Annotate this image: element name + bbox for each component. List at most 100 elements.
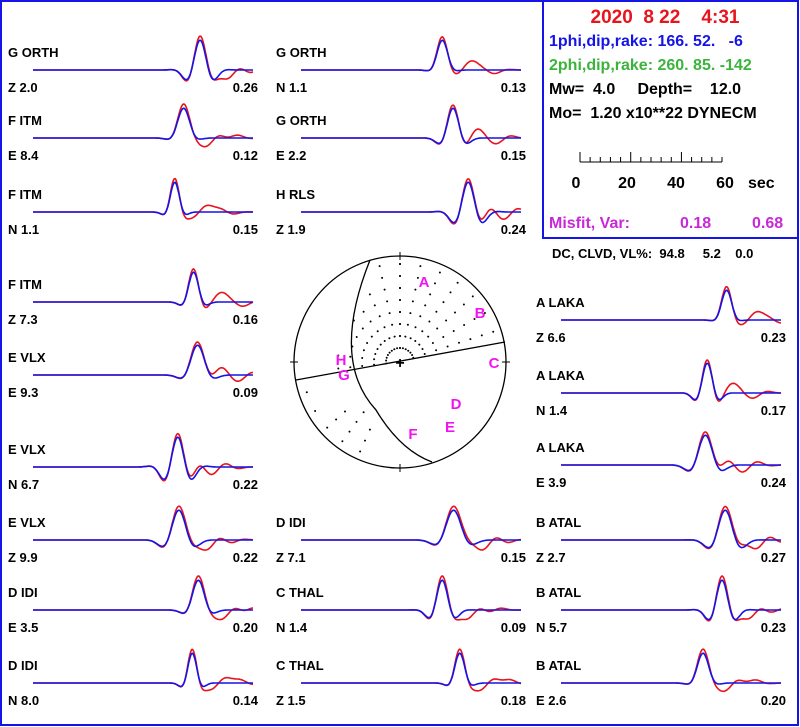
compression-dot <box>376 330 379 333</box>
compression-dot <box>341 440 344 443</box>
trace-amplitude: 0.26 <box>233 80 258 95</box>
nodal-plane-2 <box>295 341 506 381</box>
compression-dot <box>424 304 427 307</box>
station-letter-a: A <box>419 274 430 291</box>
synthetic-waveform <box>561 434 781 472</box>
synthetic-waveform <box>33 436 253 481</box>
compression-dot <box>404 348 407 351</box>
time-scale-ticks <box>579 152 723 162</box>
compression-dot <box>381 276 384 279</box>
station-letter-c: C <box>489 355 500 372</box>
compression-dot <box>388 351 391 354</box>
compression-dot <box>438 271 441 274</box>
compression-dot <box>411 354 414 356</box>
synthetic-waveform <box>33 344 253 379</box>
compression-dot <box>366 342 369 344</box>
trace-component-shift: E 9.3 <box>8 385 38 400</box>
compression-dot <box>370 335 373 338</box>
station-letter-e: E <box>445 419 455 436</box>
trace-idi-n: D IDI N 8.0 0.14 <box>8 648 259 708</box>
trace-component-shift: Z 2.7 <box>536 550 566 565</box>
compression-dot <box>423 353 426 355</box>
observed-waveform <box>301 648 522 692</box>
trace-amplitude: 0.15 <box>501 550 526 565</box>
trace-orth-z: G ORTH Z 2.0 0.26 <box>8 35 258 95</box>
plane2-params: 2phi,dip,rake: 260. 85. -142 <box>549 57 752 74</box>
compression-dot <box>442 301 445 304</box>
variance-value: 0.68 <box>752 215 783 232</box>
compression-dot <box>406 323 409 326</box>
compression-dot <box>414 288 417 291</box>
observed-waveform <box>33 177 253 220</box>
compression-dot <box>386 354 389 356</box>
trace-station-label: G ORTH <box>8 45 59 60</box>
compression-dot <box>483 312 486 314</box>
compression-dot <box>456 281 459 284</box>
compression-dot <box>435 349 438 352</box>
compression-dot <box>359 450 362 453</box>
synthetic-waveform <box>33 271 253 306</box>
observed-waveform <box>301 575 521 621</box>
compression-dot <box>349 355 352 358</box>
trace-component-shift: Z 6.6 <box>536 330 566 345</box>
compression-dot <box>374 353 377 355</box>
trace-idi-z: D IDI Z 7.1 0.15 <box>276 505 526 565</box>
compression-dot <box>383 340 386 342</box>
trace-amplitude: 0.23 <box>761 620 786 635</box>
compression-dot <box>414 340 417 342</box>
trace-itm-e: F ITM E 8.4 0.12 <box>8 103 258 163</box>
trace-amplitude: 0.27 <box>761 550 786 565</box>
observed-waveform <box>33 432 253 482</box>
compression-dot <box>378 315 381 318</box>
trace-laka-e: A LAKA E 3.9 0.24 <box>536 431 787 490</box>
trace-station-label: A LAKA <box>536 368 585 383</box>
trace-component-shift: N 1.1 <box>276 80 307 95</box>
time-scale-label-40: 40 <box>667 175 685 192</box>
trace-atal-n: B ATAL N 5.7 0.23 <box>536 575 786 635</box>
plane1-params: 1phi,dip,rake: 166. 52. -6 <box>549 33 743 50</box>
trace-component-shift: Z 1.5 <box>276 693 306 708</box>
trace-station-label: D IDI <box>8 585 38 600</box>
synthetic-waveform <box>33 181 253 216</box>
compression-dot <box>421 330 424 333</box>
compression-dot <box>409 312 412 315</box>
compression-dot <box>388 312 391 315</box>
station-letter-g: G <box>338 367 350 384</box>
trace-amplitude: 0.13 <box>501 80 526 95</box>
compression-dot <box>369 320 372 323</box>
compression-dot <box>404 335 407 338</box>
trace-amplitude: 0.09 <box>501 620 526 635</box>
compression-dot <box>361 365 364 367</box>
compression-dot <box>463 324 466 326</box>
trace-vlx-z: E VLX Z 9.9 0.22 <box>8 505 258 565</box>
compression-dot <box>337 354 340 357</box>
synthetic-waveform <box>301 579 521 619</box>
trace-component-shift: Z 7.3 <box>8 312 38 327</box>
trace-vlx-n: E VLX N 6.7 0.22 <box>8 432 258 492</box>
misfit-label: Misfit, Var: <box>549 215 630 232</box>
station-letter-b: B <box>475 305 486 322</box>
observed-waveform <box>33 575 254 621</box>
compression-dot <box>335 418 338 421</box>
compression-dot <box>355 336 358 338</box>
trace-station-label: E VLX <box>8 350 46 365</box>
trace-atal-z: B ATAL Z 2.7 0.27 <box>536 505 786 565</box>
trace-component-shift: E 2.2 <box>276 148 306 163</box>
compression-dot <box>446 345 449 348</box>
compression-dot <box>399 323 401 325</box>
compression-dot <box>401 347 404 350</box>
compression-dot <box>409 337 412 340</box>
observed-waveform <box>33 103 253 148</box>
compression-dot <box>376 348 379 350</box>
trace-laka-z: A LAKA Z 6.6 0.23 <box>536 285 786 345</box>
compression-dot <box>361 327 364 330</box>
trace-station-label: B ATAL <box>536 515 581 530</box>
trace-atal-e: B ATAL E 2.6 0.20 <box>536 648 786 708</box>
trace-amplitude: 0.24 <box>501 222 527 237</box>
compression-dot <box>411 300 414 303</box>
synthetic-waveform <box>33 652 253 688</box>
trace-amplitude: 0.15 <box>501 148 526 163</box>
compression-dot <box>390 349 393 352</box>
compression-dot <box>386 300 389 303</box>
